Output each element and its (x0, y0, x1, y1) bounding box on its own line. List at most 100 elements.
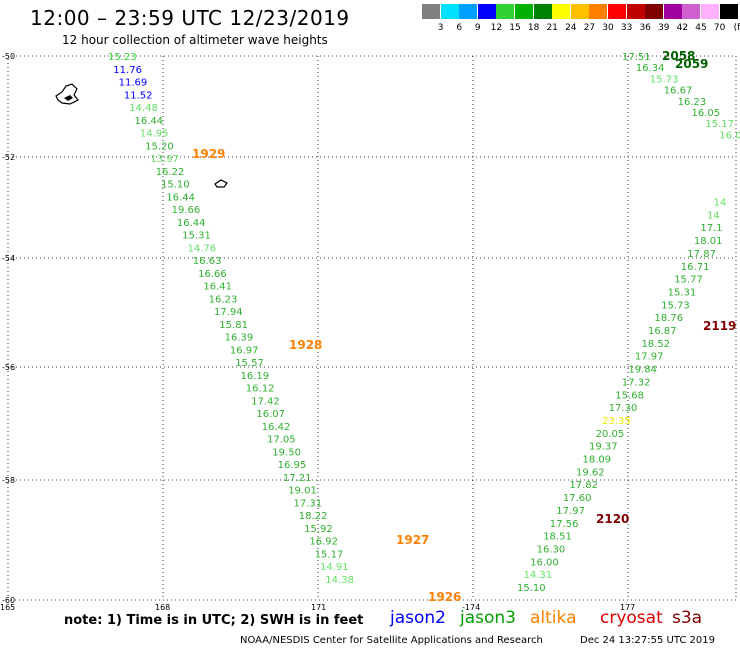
legend-swatch (533, 4, 552, 19)
swh-value: 19.50 (272, 447, 301, 458)
swh-value: 16.19 (241, 371, 270, 382)
swh-value: 16.63 (193, 256, 222, 267)
swh-value: 17.05 (267, 435, 296, 446)
swh-value: 19.01 (288, 486, 317, 497)
campbell-island-outline (214, 179, 228, 188)
swh-value: 18.01 (694, 236, 723, 247)
legend-tick-label: 3 (437, 23, 444, 33)
swh-value: 16.44 (166, 192, 195, 203)
swh-value: 16.12 (246, 384, 275, 395)
swh-value: 16.30 (537, 545, 566, 556)
lon-label-171: 171 (311, 603, 326, 612)
legend-tick-label: 36 (639, 23, 651, 33)
legend-tick-label: 27 (583, 23, 596, 33)
swh-value: 14.38 (325, 575, 354, 586)
legend-swatch (719, 4, 738, 19)
swh-value: 17.1 (700, 223, 722, 234)
page-subtitle: 12 hour collection of altimeter wave hei… (62, 33, 328, 47)
swh-value: 16.04 (719, 130, 740, 141)
legend-swatch (608, 4, 626, 19)
swh-value: 15.57 (235, 358, 264, 369)
swh-value: 17.31 (294, 498, 323, 509)
page-title: 12:00 – 23:59 UTC 12/23/2019 (30, 6, 350, 30)
swh-value: 16.71 (681, 262, 710, 273)
swh-value: 16.05 (692, 108, 721, 119)
orbit-number: 1928 (289, 338, 322, 352)
orbit-number: 2120 (596, 512, 629, 526)
swh-value: 16.00 (530, 557, 559, 568)
legend-tick-label: 12 (490, 23, 503, 33)
orbit-number: 2119 (703, 319, 736, 333)
mission-s3a: s3a (672, 608, 703, 628)
legend-swatch (477, 4, 496, 19)
swh-value: 16.41 (203, 282, 232, 293)
legend-swatch (570, 4, 589, 19)
legend-swatch (701, 4, 719, 19)
legend-swatch (663, 4, 682, 19)
legend-tick-label: 70 (713, 23, 726, 33)
swh-value: 15.68 (615, 390, 644, 401)
islands (55, 83, 228, 188)
credit-line: NOAA/NESDIS Center for Satellite Applica… (240, 635, 543, 646)
swh-value: 15.17 (315, 549, 344, 560)
swh-value: 14 (714, 198, 727, 209)
swh-value: 14.48 (129, 103, 158, 114)
swh-value: 14.91 (320, 562, 349, 573)
swh-value: 14.76 (188, 243, 217, 254)
swh-value: 16.39 (225, 333, 254, 344)
mission-altika: altika (530, 608, 577, 628)
orbit-number: 1926 (428, 590, 461, 604)
lat-label-50: -50 (2, 52, 15, 61)
legend-swatch (552, 4, 571, 19)
swh-value: 17.30 (609, 403, 638, 414)
lon-label-165: 165 (0, 603, 15, 612)
lat-label-58: -58 (2, 476, 15, 485)
swh-value: 15.23 (108, 52, 137, 63)
swh-value: 20.05 (596, 429, 625, 440)
lat-label-60: -60 (2, 596, 15, 605)
lon-label-174: -174 (462, 603, 480, 612)
swh-value: 19.62 (576, 467, 605, 478)
swh-value: 17.94 (214, 307, 243, 318)
auckland-islands-inner (64, 95, 73, 101)
swh-value: 15.31 (182, 231, 211, 242)
legend-tick-label: 39 (658, 23, 670, 33)
legend-swatch (459, 4, 478, 19)
swh-value: 15.77 (674, 275, 703, 286)
swh-value: 15.10 (517, 583, 546, 594)
legend-swatch (589, 4, 608, 19)
legend-swatch (515, 4, 533, 19)
swh-value: 16.44 (177, 218, 206, 229)
axis-labels: 165 168 171 -174 177 -50 -52 -54 -56 -58… (0, 52, 635, 612)
swh-value: 17.82 (569, 480, 598, 491)
swh-value: 16.34 (636, 63, 665, 74)
swh-value: 16.87 (648, 326, 677, 337)
lat-label-52: -52 (2, 153, 15, 162)
legend-tick-label: 30 (602, 23, 614, 33)
swh-value: 18.09 (583, 455, 612, 466)
legend-tick-label: 18 (527, 23, 540, 33)
swh-value: 16.44 (135, 116, 164, 127)
swh-value: 17.56 (550, 519, 579, 530)
swh-value: 16.66 (198, 269, 227, 280)
auckland-islands-outline (55, 83, 79, 105)
legend-unit: (ft) (733, 23, 740, 33)
orbit-number: 1927 (396, 533, 429, 547)
swh-value: 17.87 (687, 249, 716, 260)
swh-value: 16.95 (278, 460, 307, 471)
swh-value: 16.22 (156, 167, 185, 178)
swh-value: 15.17 (705, 119, 734, 130)
swh-value: 16.23 (209, 294, 238, 305)
swh-value: 16.97 (230, 345, 259, 356)
map-frame (7, 55, 737, 601)
legend-swatch (682, 4, 701, 19)
swh-value: 16.23 (678, 97, 707, 108)
swh-value: 18.51 (543, 532, 572, 543)
swh-value: 17.21 (283, 473, 312, 484)
lon-label-177: 177 (620, 603, 635, 612)
swh-value: 15.73 (661, 300, 690, 311)
swh-value: 19.84 (628, 365, 657, 376)
